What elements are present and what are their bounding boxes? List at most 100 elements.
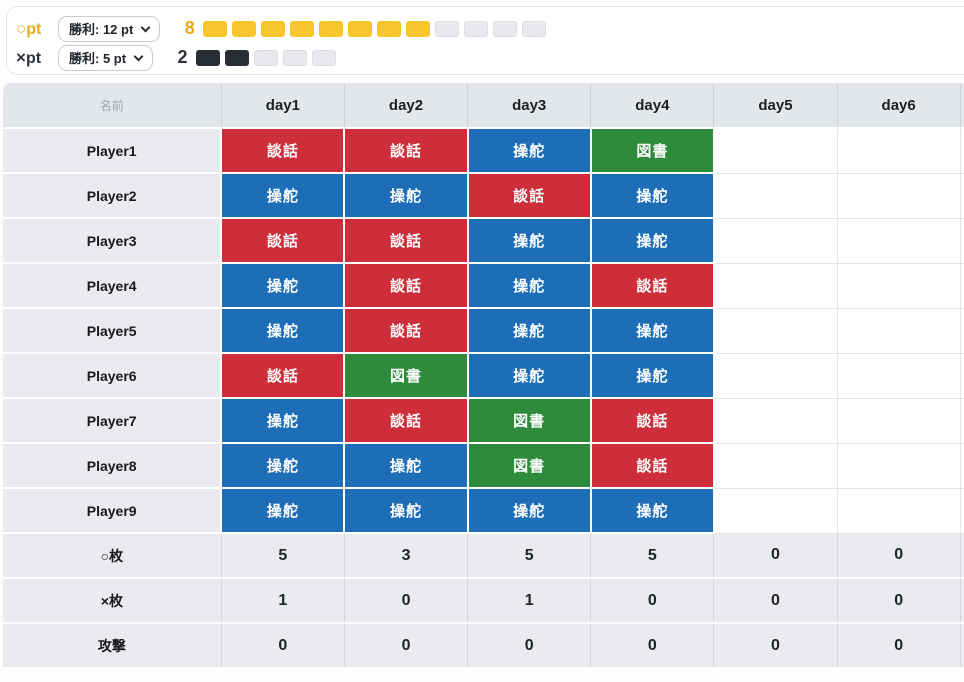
action-cell-red[interactable]: 談話: [589, 442, 715, 489]
action-cell-blue[interactable]: 操舵: [220, 262, 346, 309]
action-cell-blue[interactable]: 操舵: [466, 262, 592, 309]
action-cell-blue[interactable]: 操舵: [589, 217, 715, 264]
point-square-empty: [493, 20, 518, 37]
action-cell-green[interactable]: 図書: [589, 127, 715, 174]
action-cell-red[interactable]: 談話: [343, 217, 469, 264]
x-icon: ×: [16, 47, 26, 67]
empty-day-cell[interactable]: [959, 307, 964, 354]
player-row: Player3 談話 談話 操舵 操舵: [3, 217, 964, 264]
summary-value: 0: [713, 533, 838, 579]
action-cell-red[interactable]: 談話: [343, 127, 469, 174]
action-cell-blue[interactable]: 操舵: [220, 307, 346, 354]
action-cell-red[interactable]: 談話: [589, 262, 715, 309]
summary-label: 攻撃: [3, 623, 222, 669]
action-cell-blue[interactable]: 操舵: [343, 442, 469, 489]
summary-value: 0: [713, 578, 838, 624]
action-cell-red[interactable]: 談話: [220, 217, 346, 264]
col-header-day4: day4: [590, 83, 715, 129]
empty-day-cell[interactable]: [836, 442, 961, 489]
empty-day-cell[interactable]: [959, 352, 964, 399]
empty-day-cell[interactable]: [836, 217, 961, 264]
action-cell-blue[interactable]: 操舵: [220, 487, 346, 534]
action-cell-blue[interactable]: 操舵: [220, 397, 346, 444]
point-square-filled: [261, 20, 286, 37]
empty-day-cell[interactable]: [836, 172, 961, 219]
empty-day-cell[interactable]: [959, 217, 964, 264]
empty-day-cell[interactable]: [713, 352, 838, 399]
point-square-filled: [196, 49, 221, 66]
points-row-lose: ×pt 勝利: 5 pt 2: [16, 44, 964, 71]
action-cell-red[interactable]: 談話: [343, 262, 469, 309]
action-cell-red[interactable]: 談話: [220, 352, 346, 399]
action-cell-red[interactable]: 談話: [343, 307, 469, 354]
player-row: Player2 操舵 操舵 談話 操舵: [3, 172, 964, 219]
player-name-cell: Player2: [3, 173, 223, 219]
empty-day-cell[interactable]: [713, 127, 838, 174]
action-cell-blue[interactable]: 操舵: [220, 172, 346, 219]
lose-points-meter: [196, 49, 337, 66]
empty-day-cell[interactable]: [836, 352, 961, 399]
empty-day-cell[interactable]: [959, 262, 964, 309]
empty-day-cell[interactable]: [836, 397, 961, 444]
point-square-filled: [377, 20, 402, 37]
point-square-filled: [232, 20, 257, 37]
summary-value: 1: [467, 578, 592, 624]
col-header-day2: day2: [344, 83, 469, 129]
action-cell-red[interactable]: 談話: [466, 172, 592, 219]
player-name-cell: Player5: [3, 308, 223, 354]
action-cell-blue[interactable]: 操舵: [466, 217, 592, 264]
point-square-empty: [435, 20, 460, 37]
action-cell-blue[interactable]: 操舵: [220, 442, 346, 489]
empty-day-cell[interactable]: [713, 217, 838, 264]
empty-day-cell[interactable]: [713, 262, 838, 309]
empty-day-cell[interactable]: [959, 172, 964, 219]
player-name-cell: Player9: [3, 488, 223, 534]
empty-day-cell[interactable]: [713, 442, 838, 489]
lose-points-select[interactable]: 勝利: 5 pt: [58, 44, 154, 71]
table-header-row: 名前 day1 day2 day3 day4 day5 day6: [3, 83, 964, 129]
empty-day-cell[interactable]: [836, 307, 961, 354]
summary-value: 1: [221, 578, 345, 624]
action-cell-green[interactable]: 図書: [466, 397, 592, 444]
action-cell-blue[interactable]: 操舵: [589, 352, 715, 399]
empty-day-cell[interactable]: [836, 487, 961, 534]
action-cell-blue[interactable]: 操舵: [589, 307, 715, 354]
point-square-empty: [312, 49, 337, 66]
action-cell-blue[interactable]: 操舵: [343, 172, 469, 219]
col-header-day5: day5: [713, 83, 838, 129]
win-points-select[interactable]: 勝利: 12 pt: [58, 15, 161, 42]
player-row: Player6 談話 図書 操舵 操舵: [3, 352, 964, 399]
action-cell-green[interactable]: 図書: [466, 442, 592, 489]
action-cell-red[interactable]: 談話: [343, 397, 469, 444]
summary-value: 0: [837, 578, 961, 624]
action-cell-blue[interactable]: 操舵: [466, 487, 592, 534]
summary-label: ×枚: [3, 578, 222, 624]
col-header-day3: day3: [467, 83, 592, 129]
win-points-meter: [203, 20, 547, 37]
summary-label: ○枚: [3, 533, 222, 579]
empty-day-cell[interactable]: [959, 442, 964, 489]
point-square-filled: [290, 20, 315, 37]
pt-text: pt: [26, 20, 42, 38]
action-cell-blue[interactable]: 操舵: [343, 487, 469, 534]
action-cell-blue[interactable]: 操舵: [466, 352, 592, 399]
empty-day-cell[interactable]: [713, 397, 838, 444]
empty-day-cell[interactable]: [959, 487, 964, 534]
empty-day-cell[interactable]: [959, 127, 964, 174]
player-row: Player8 操舵 操舵 図書 談話: [3, 442, 964, 489]
action-cell-green[interactable]: 図書: [343, 352, 469, 399]
empty-day-cell[interactable]: [836, 127, 961, 174]
empty-day-cell[interactable]: [959, 397, 964, 444]
action-cell-blue[interactable]: 操舵: [589, 172, 715, 219]
action-cell-blue[interactable]: 操舵: [466, 307, 592, 354]
circle-pt-label: ○pt: [16, 19, 58, 39]
empty-day-cell[interactable]: [713, 487, 838, 534]
action-cell-blue[interactable]: 操舵: [466, 127, 592, 174]
action-cell-red[interactable]: 談話: [220, 127, 346, 174]
empty-day-cell[interactable]: [713, 172, 838, 219]
empty-day-cell[interactable]: [713, 307, 838, 354]
action-cell-red[interactable]: 談話: [589, 397, 715, 444]
action-cell-blue[interactable]: 操舵: [589, 487, 715, 534]
empty-day-cell[interactable]: [836, 262, 961, 309]
col-header-day1: day1: [221, 83, 345, 129]
